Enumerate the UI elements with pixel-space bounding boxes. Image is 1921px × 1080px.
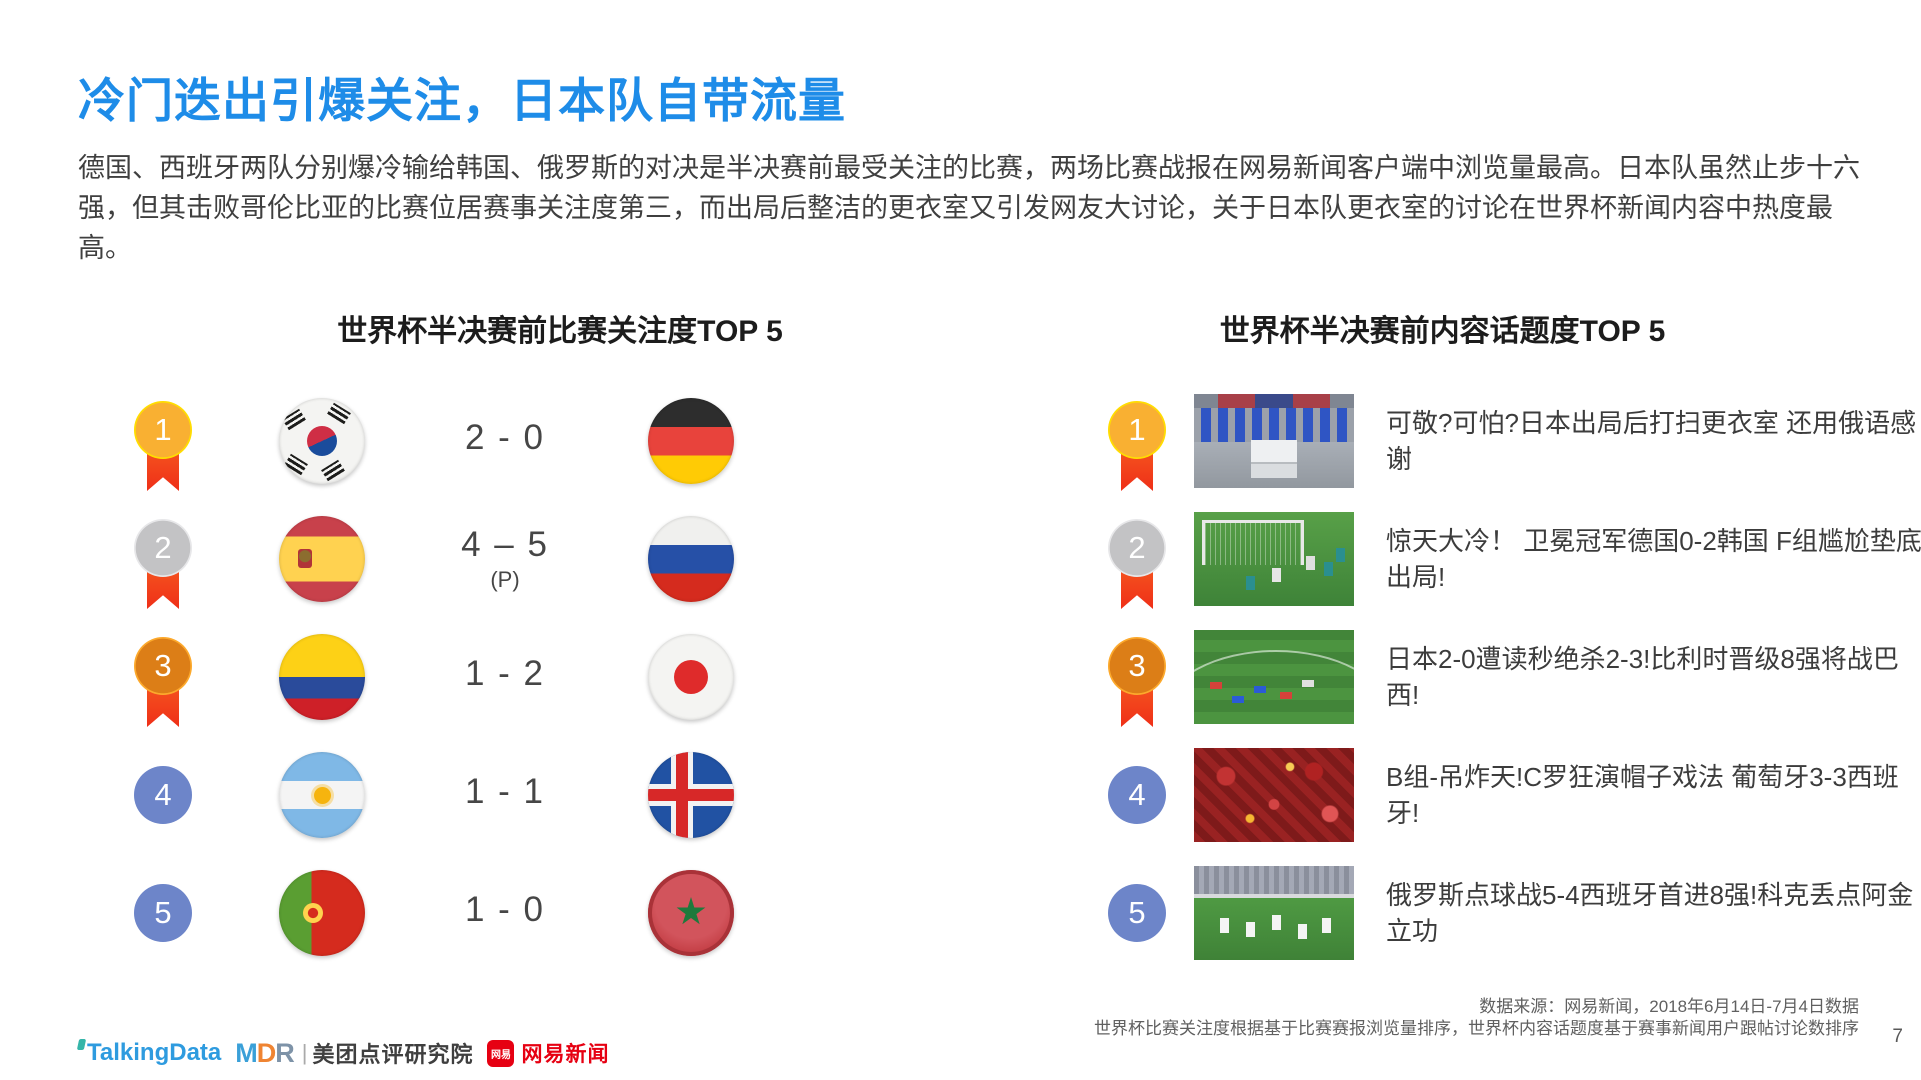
- rank-5-badge: 5: [1108, 884, 1166, 942]
- rank-4-badge: 4: [1108, 766, 1166, 824]
- content-topic-heading: 世界杯半决赛前内容话题度TOP 5: [1219, 315, 1666, 348]
- flag-russia-icon: [648, 516, 734, 602]
- match-row-1: 1 2 - 0: [85, 382, 965, 500]
- news-headline: 惊天大冷！ 卫冕冠军德国0-2韩国 F组尴尬垫底出局!: [1386, 526, 1921, 592]
- news-headline: B组-吊炸天!C罗狂演帽子戏法 葡萄牙3-3西班牙!: [1386, 762, 1899, 828]
- page-title: 冷门迭出引爆关注，日本队自带流量: [78, 74, 846, 127]
- netease-app-icon: 网易: [487, 1039, 515, 1067]
- match-score: 1 - 2: [464, 654, 546, 693]
- intro-paragraph: 德国、西班牙两队分别爆冷输给韩国、俄罗斯的对决是半决赛前最受关注的比赛，两场比赛…: [78, 153, 1860, 263]
- news-row-3: 3 日本2-0遭读秒绝杀2-3!比利时晋级8强将战巴西!: [1080, 618, 1921, 736]
- rank-1-gold-medal-icon: 1: [1108, 401, 1166, 497]
- flag-spain-icon: [279, 516, 365, 602]
- match-score: 1 - 0: [464, 890, 546, 929]
- rank-1-gold-medal-icon: 1: [134, 401, 192, 497]
- content-topic-section: 世界杯半决赛前内容话题度TOP 5 1 可敬?可怕?日本出局后打扫更衣室 还用俄…: [1080, 306, 1921, 972]
- flag-japan-icon: [648, 634, 734, 720]
- medal-number: 3: [134, 637, 192, 695]
- match-score: 2 - 0: [464, 418, 546, 457]
- thumbnail-russia-spain-celebration: [1194, 866, 1354, 960]
- thumbnail-germany-korea-match: [1194, 512, 1354, 606]
- talkingdata-wordmark: TalkingData: [87, 1039, 222, 1066]
- match-score: 4 – 5: [461, 525, 549, 564]
- news-row-2: 2 惊天大冷！ 卫冕冠军德国0-2韩国 F组尴尬垫底出局!: [1080, 500, 1921, 618]
- news-row-5: 5 俄罗斯点球战5-4西班牙首进8强!科克丢点阿金立功: [1080, 854, 1921, 972]
- data-source-line: 数据来源：网易新闻，2018年6月14日-7月4日数据: [1479, 997, 1859, 1016]
- medal-number: 2: [1108, 519, 1166, 577]
- netease-news-logo: 网易 网易新闻: [487, 1038, 609, 1068]
- flag-south-korea-icon: [279, 398, 365, 484]
- flag-iceland-icon: [648, 752, 734, 838]
- mdr-letter-m: M: [235, 1037, 257, 1068]
- medal-number: 1: [1108, 401, 1166, 459]
- rank-2-silver-medal-icon: 2: [134, 519, 192, 615]
- match-score: 1 - 1: [464, 772, 546, 811]
- medal-number: 3: [1108, 637, 1166, 695]
- netease-news-wordmark: 网易新闻: [521, 1043, 610, 1066]
- match-attention-heading: 世界杯半决赛前比赛关注度TOP 5: [337, 315, 783, 348]
- rank-5-badge: 5: [134, 884, 192, 942]
- mdr-letter-r: R: [275, 1037, 294, 1068]
- mdr-letter-d: D: [256, 1037, 276, 1068]
- match-attention-section: 世界杯半决赛前比赛关注度TOP 5 1 2 - 0 2: [85, 306, 965, 972]
- talkingdata-logo: TalkingData: [76, 1039, 222, 1067]
- news-headline: 日本2-0遭读秒绝杀2-3!比利时晋级8强将战巴西!: [1386, 644, 1899, 710]
- news-row-1: 1 可敬?可怕?日本出局后打扫更衣室 还用俄语感谢: [1080, 382, 1921, 500]
- logo-separator: |: [301, 1040, 308, 1065]
- match-row-3: 3 1 - 2: [85, 618, 965, 736]
- talkingdata-tick-icon: [76, 1039, 87, 1050]
- flag-germany-icon: [648, 398, 734, 484]
- match-row-4: 4 1 - 1: [85, 736, 965, 854]
- rank-2-silver-medal-icon: 2: [1108, 519, 1166, 615]
- news-row-4: 4 B组-吊炸天!C罗狂演帽子戏法 葡萄牙3-3西班牙!: [1080, 736, 1921, 854]
- match-row-2: 2 4 – 5 (P): [85, 500, 965, 618]
- page-number: 7: [1892, 1026, 1903, 1047]
- meituan-research-wordmark: 美团点评研究院: [312, 1042, 474, 1067]
- flag-argentina-icon: [279, 752, 365, 838]
- news-headline: 可敬?可怕?日本出局后打扫更衣室 还用俄语感谢: [1386, 408, 1917, 474]
- news-headline: 俄罗斯点球战5-4西班牙首进8强!科克丢点阿金立功: [1386, 880, 1914, 946]
- match-row-5: 5 1 - 0: [85, 854, 965, 972]
- rank-3-bronze-medal-icon: 3: [134, 637, 192, 733]
- thumbnail-japan-belgium-match: [1194, 630, 1354, 724]
- thumbnail-portugal-spain-fans: [1194, 748, 1354, 842]
- medal-number: 1: [134, 401, 192, 459]
- flag-portugal-icon: [279, 870, 365, 956]
- thumbnail-japan-locker-room: [1194, 394, 1354, 488]
- medal-number: 2: [134, 519, 192, 577]
- score-note-penalties: (P): [490, 567, 520, 592]
- flag-colombia-icon: [279, 634, 365, 720]
- flag-morocco-icon: [648, 870, 734, 956]
- methodology-line: 世界杯比赛关注度根据基于比赛赛报浏览量排序，世界杯内容话题度基于赛事新闻用户跟帖…: [1094, 1019, 1859, 1038]
- rank-4-badge: 4: [134, 766, 192, 824]
- rank-3-bronze-medal-icon: 3: [1108, 637, 1166, 733]
